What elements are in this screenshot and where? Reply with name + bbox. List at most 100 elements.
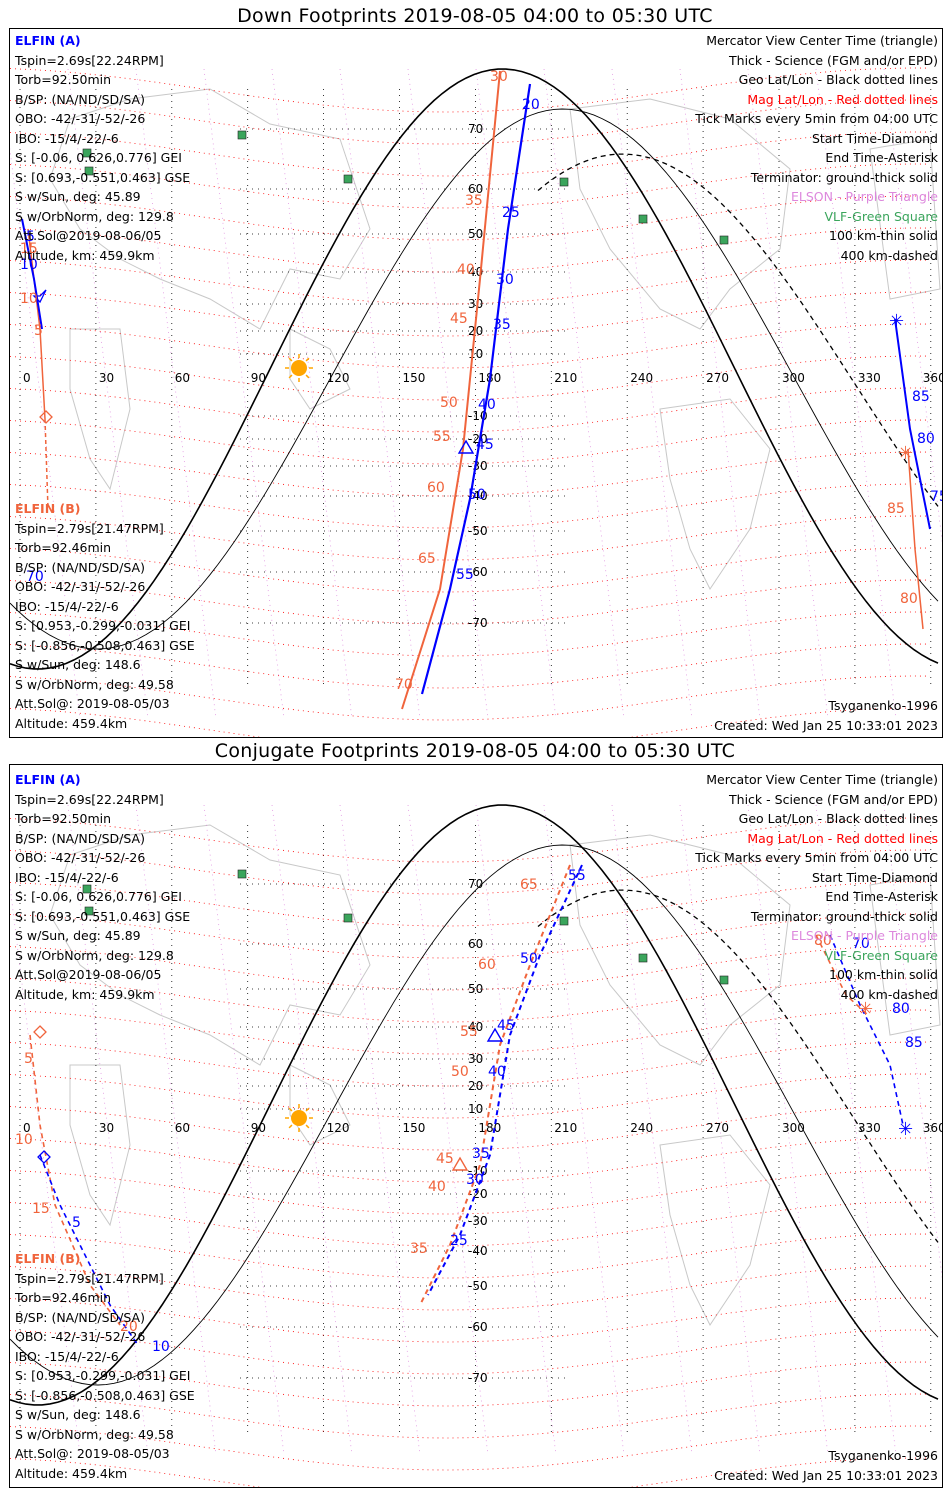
elfin-a-tick-label: 85 [912,389,930,405]
lat-tick-label: -70 [468,1371,488,1385]
elfin-a-line: B/SP: (NA/ND/SD/SA) [15,830,145,846]
elfin-b-tick-label: 15 [32,1201,50,1217]
elfin-b-line: Tspin=2.79s[21.47RPM] [15,1270,164,1286]
lon-tick-label: 330 [858,1121,881,1135]
down-map-svg: 0 30 60 90 120 150 180 210 240 270 300 330 360102030… [10,67,942,737]
sun-ray [288,374,293,379]
elfin-a-line: Altitude, km: 459.9km [15,247,155,263]
elfin-b-line: Att.Sol@: 2019-08-05/03 [15,1446,170,1461]
mag-meridian [407,804,489,1456]
sun-ray [305,1124,310,1129]
legend: Mercator View Center Time (triangle) Thi… [695,31,938,265]
legend-item: Tick Marks every 5min from 04:00 UTC [695,850,938,865]
lat-tick-label: -70 [468,616,488,630]
elfin-a-track [427,864,583,1296]
end-asterisk-icon: ✳ [858,999,873,1020]
legend-item: 400 km-dashed [840,247,938,263]
elfin-b-tick-label: 5 [24,1051,33,1067]
end-asterisk-icon: ✳ [898,1119,913,1140]
elfin-b-track-west [27,228,46,420]
legend-item: Mercator View Center Time (triangle) [706,772,938,787]
elfin-a-track-east [829,934,904,1126]
elfin-b-tick-label: 65 [418,551,436,567]
elfin-a-tick-label: 40 [478,397,496,413]
conjugate-map-svg: 0 30 60 90 120 150 180 210 240 270 300 330 360102030… [10,804,942,1487]
elfin-a-tick-label: 20 [522,97,540,113]
land-outline [289,1064,351,1146]
mag-meridian [339,804,421,1456]
terminator-400km [537,153,939,507]
elfin-b-header: ELFIN (B) [15,501,81,516]
panel-title-conjugate: Conjugate Footprints 2019-08-05 04:00 to… [214,740,736,762]
legend-item: 100 km-thin solid [829,228,938,243]
elfin-a-line: S: [0.693,-0.551,0.463] GSE [15,169,191,185]
elfin-a-tick-label: 50 [520,951,538,967]
vlf-station-icon [719,975,729,985]
vlf-station-icon [559,916,569,926]
down-footprints-panel: 0 30 60 90 120 150 180 210 240 270 300 330 360 10 20 30… [9,28,943,738]
vlf-station-icon [82,884,92,894]
sun-ray [305,374,310,379]
elfin-b-line: S: [0.953,-0.299,-0.031] GEI [15,1368,191,1383]
lon-tick-label: 300 [782,1121,805,1135]
elfin-b-tick-label: 10 [20,291,38,307]
elfin-a-line: S w/Sun, deg: 45.89 [15,189,141,204]
elfin-a-tick-label: 55 [568,868,586,884]
elfin-b-tick-label: 35 [410,1241,428,1257]
sun-ray [305,357,310,362]
elfin-b-tick-label: 55 [433,429,451,445]
elfin-a-line: Tspin=2.69s[22.24RPM] [15,52,164,68]
created-timestamp: Created: Wed Jan 25 10:33:01 2023 [714,717,938,733]
lon-tick-label: 300 [782,371,805,385]
elfin-b-track-west [29,1034,121,1326]
elfin-a-tick-label: 25 [502,205,520,221]
vlf-station-icon [84,166,94,176]
start-diamond-icon [39,410,53,424]
elfin-b-line: IBO: -15/4/-22/-6 [15,1348,119,1364]
legend-item: Mag Lat/Lon - Red dotted lines [747,830,938,846]
elfin-a-tick-label: 55 [456,567,474,583]
land-outline [659,398,771,590]
mag-meridian [747,68,829,720]
lon-tick-label: 60 [175,1121,190,1135]
legend-item: VLF-Green Square [824,208,938,224]
lat-tick-label: 20 [468,1079,483,1093]
elfin-b-tick-label: 45 [436,1151,454,1167]
land-outline [569,834,791,1066]
elfin-b-tick-label: 50 [451,1064,469,1080]
elfin-b-tick-label: 80 [900,591,918,607]
start-diamond-icon [37,1150,51,1164]
lon-tick-label: 30 [99,371,114,385]
lon-tick-label: 210 [554,1121,577,1135]
lat-tick-label: 30 [468,1052,483,1066]
center-triangle-icon [457,439,475,454]
lat-tick-label: 70 [468,122,483,136]
legend-item: Terminator: ground-thick solid [750,908,938,924]
mag-meridian [747,804,829,1456]
lat-tick-label: 70 [468,877,483,891]
elfin-a-tick-label: 50 [468,487,486,503]
elfin-a-line: S: [-0.06, 0.626,0.776] GEI [15,150,182,165]
elfin-b-line: B/SP: (NA/ND/SD/SA) [15,1309,145,1325]
elfin-b-track [401,70,501,710]
elfin-b-line: Att.Sol@: 2019-08-05/03 [15,696,170,711]
lon-tick-label: 360 [923,1121,942,1135]
terminator-ground [10,68,939,670]
lat-tick-label: -50 [468,524,488,538]
sun-ray [305,1107,310,1112]
lat-tick-label: 60 [468,937,483,951]
legend-item: Terminator: ground-thick solid [750,169,938,185]
lon-tick-label: 30 [99,1121,114,1135]
elfin-a-line: Att.Sol@2019-08-06/05 [15,967,162,982]
mag-meridian [407,68,489,720]
elfin-b-tick-label: 15 [20,241,38,257]
elfin-b-line: Torb=92.46min [15,540,112,555]
legend-item: 100 km-thin solid [829,967,938,982]
mag-meridian [543,68,625,720]
land-outline [289,328,351,410]
elfin-b-tick-label: 80 [814,933,832,949]
lat-tick-label: 10 [468,347,483,361]
legend-item: VLF-Green Square [824,947,938,963]
legend-item: Thick - Science (FGM and/or EPD) [729,52,938,68]
land-outline [569,98,791,330]
